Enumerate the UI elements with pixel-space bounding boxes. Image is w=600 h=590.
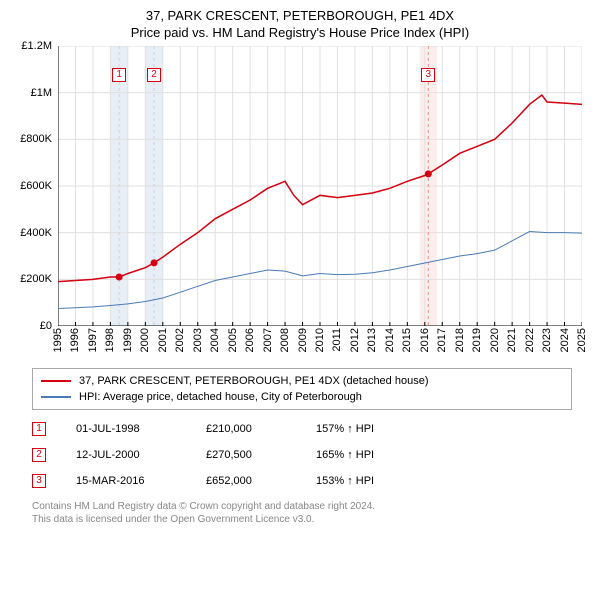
sale-marker-icon: 3 bbox=[32, 474, 46, 488]
chart-area: £0£200K£400K£600K£800K£1M£1.2M 199519961… bbox=[12, 46, 588, 364]
sale-pct: 157% ↑ HPI bbox=[316, 423, 406, 435]
x-tick-label: 2025 bbox=[576, 328, 588, 352]
x-tick-label: 2014 bbox=[384, 328, 396, 352]
x-tick-label: 2013 bbox=[366, 328, 378, 352]
x-tick-label: 2001 bbox=[157, 328, 169, 352]
footer-note: Contains HM Land Registry data © Crown c… bbox=[32, 500, 588, 526]
x-tick-label: 2010 bbox=[314, 328, 326, 352]
sales-table: 1 01-JUL-1998 £210,000 157% ↑ HPI 2 12-JUL-20… bbox=[32, 416, 588, 494]
x-tick-label: 2004 bbox=[209, 328, 221, 352]
sale-price: £210,000 bbox=[206, 423, 286, 435]
sale-date: 15-MAR-2016 bbox=[76, 475, 176, 487]
x-tick-label: 1999 bbox=[122, 328, 134, 352]
x-tick-label: 1997 bbox=[87, 328, 99, 352]
x-tick-label: 2002 bbox=[174, 328, 186, 352]
y-axis: £0£200K£400K£600K£800K£1M£1.2M bbox=[12, 46, 54, 326]
x-tick-label: 2016 bbox=[419, 328, 431, 352]
legend-label: 37, PARK CRESCENT, PETERBOROUGH, PE1 4DX… bbox=[79, 375, 428, 387]
chart-container: 37, PARK CRESCENT, PETERBOROUGH, PE1 4DX… bbox=[0, 0, 600, 590]
y-tick-label: £1M bbox=[31, 87, 52, 99]
legend-row: 37, PARK CRESCENT, PETERBOROUGH, PE1 4DX… bbox=[41, 373, 563, 389]
sale-marker-1: 1 bbox=[112, 68, 126, 82]
x-tick-label: 2019 bbox=[471, 328, 483, 352]
footer-line2: This data is licensed under the Open Gov… bbox=[32, 513, 588, 526]
sale-marker-icon: 1 bbox=[32, 422, 46, 436]
plot-area bbox=[58, 46, 582, 326]
x-tick-label: 2008 bbox=[279, 328, 291, 352]
sale-date: 01-JUL-1998 bbox=[76, 423, 176, 435]
y-tick-label: £200K bbox=[20, 273, 52, 285]
sale-row: 1 01-JUL-1998 £210,000 157% ↑ HPI bbox=[32, 416, 588, 442]
sale-date: 12-JUL-2000 bbox=[76, 449, 176, 461]
footer-line1: Contains HM Land Registry data © Crown c… bbox=[32, 500, 588, 513]
x-tick-label: 2012 bbox=[349, 328, 361, 352]
legend-label: HPI: Average price, detached house, City… bbox=[79, 391, 362, 403]
legend-swatch bbox=[41, 380, 71, 382]
x-tick-label: 2018 bbox=[454, 328, 466, 352]
y-tick-label: £0 bbox=[40, 320, 52, 332]
x-tick-label: 2003 bbox=[192, 328, 204, 352]
sale-pct: 153% ↑ HPI bbox=[316, 475, 406, 487]
x-tick-label: 2000 bbox=[139, 328, 151, 352]
x-tick-label: 2015 bbox=[401, 328, 413, 352]
x-axis: 1995199619971998199920002001200220032004… bbox=[58, 326, 582, 364]
title-block: 37, PARK CRESCENT, PETERBOROUGH, PE1 4DX… bbox=[12, 8, 588, 40]
sale-marker-2: 2 bbox=[147, 68, 161, 82]
legend-swatch bbox=[41, 396, 71, 398]
sale-price: £652,000 bbox=[206, 475, 286, 487]
sale-marker-icon: 2 bbox=[32, 448, 46, 462]
x-tick-label: 2024 bbox=[559, 328, 571, 352]
y-tick-label: £600K bbox=[20, 180, 52, 192]
x-tick-label: 2022 bbox=[524, 328, 536, 352]
x-tick-label: 2007 bbox=[262, 328, 274, 352]
title-subtitle: Price paid vs. HM Land Registry's House … bbox=[12, 25, 588, 40]
x-tick-label: 2020 bbox=[489, 328, 501, 352]
x-tick-label: 2009 bbox=[297, 328, 309, 352]
legend-row: HPI: Average price, detached house, City… bbox=[41, 389, 563, 405]
x-tick-label: 1998 bbox=[104, 328, 116, 352]
sale-marker-3: 3 bbox=[421, 68, 435, 82]
legend: 37, PARK CRESCENT, PETERBOROUGH, PE1 4DX… bbox=[32, 368, 572, 410]
x-tick-label: 2011 bbox=[331, 328, 343, 352]
x-tick-label: 2005 bbox=[227, 328, 239, 352]
sale-row: 3 15-MAR-2016 £652,000 153% ↑ HPI bbox=[32, 468, 588, 494]
x-tick-label: 2006 bbox=[244, 328, 256, 352]
sale-row: 2 12-JUL-2000 £270,500 165% ↑ HPI bbox=[32, 442, 588, 468]
sale-pct: 165% ↑ HPI bbox=[316, 449, 406, 461]
sale-price: £270,500 bbox=[206, 449, 286, 461]
x-tick-label: 2017 bbox=[436, 328, 448, 352]
y-tick-label: £800K bbox=[20, 133, 52, 145]
x-tick-label: 2021 bbox=[506, 328, 518, 352]
y-tick-label: £400K bbox=[20, 227, 52, 239]
x-tick-label: 1996 bbox=[69, 328, 81, 352]
x-tick-label: 2023 bbox=[541, 328, 553, 352]
title-address: 37, PARK CRESCENT, PETERBOROUGH, PE1 4DX bbox=[12, 8, 588, 23]
x-tick-label: 1995 bbox=[52, 328, 64, 352]
y-tick-label: £1.2M bbox=[21, 40, 52, 52]
